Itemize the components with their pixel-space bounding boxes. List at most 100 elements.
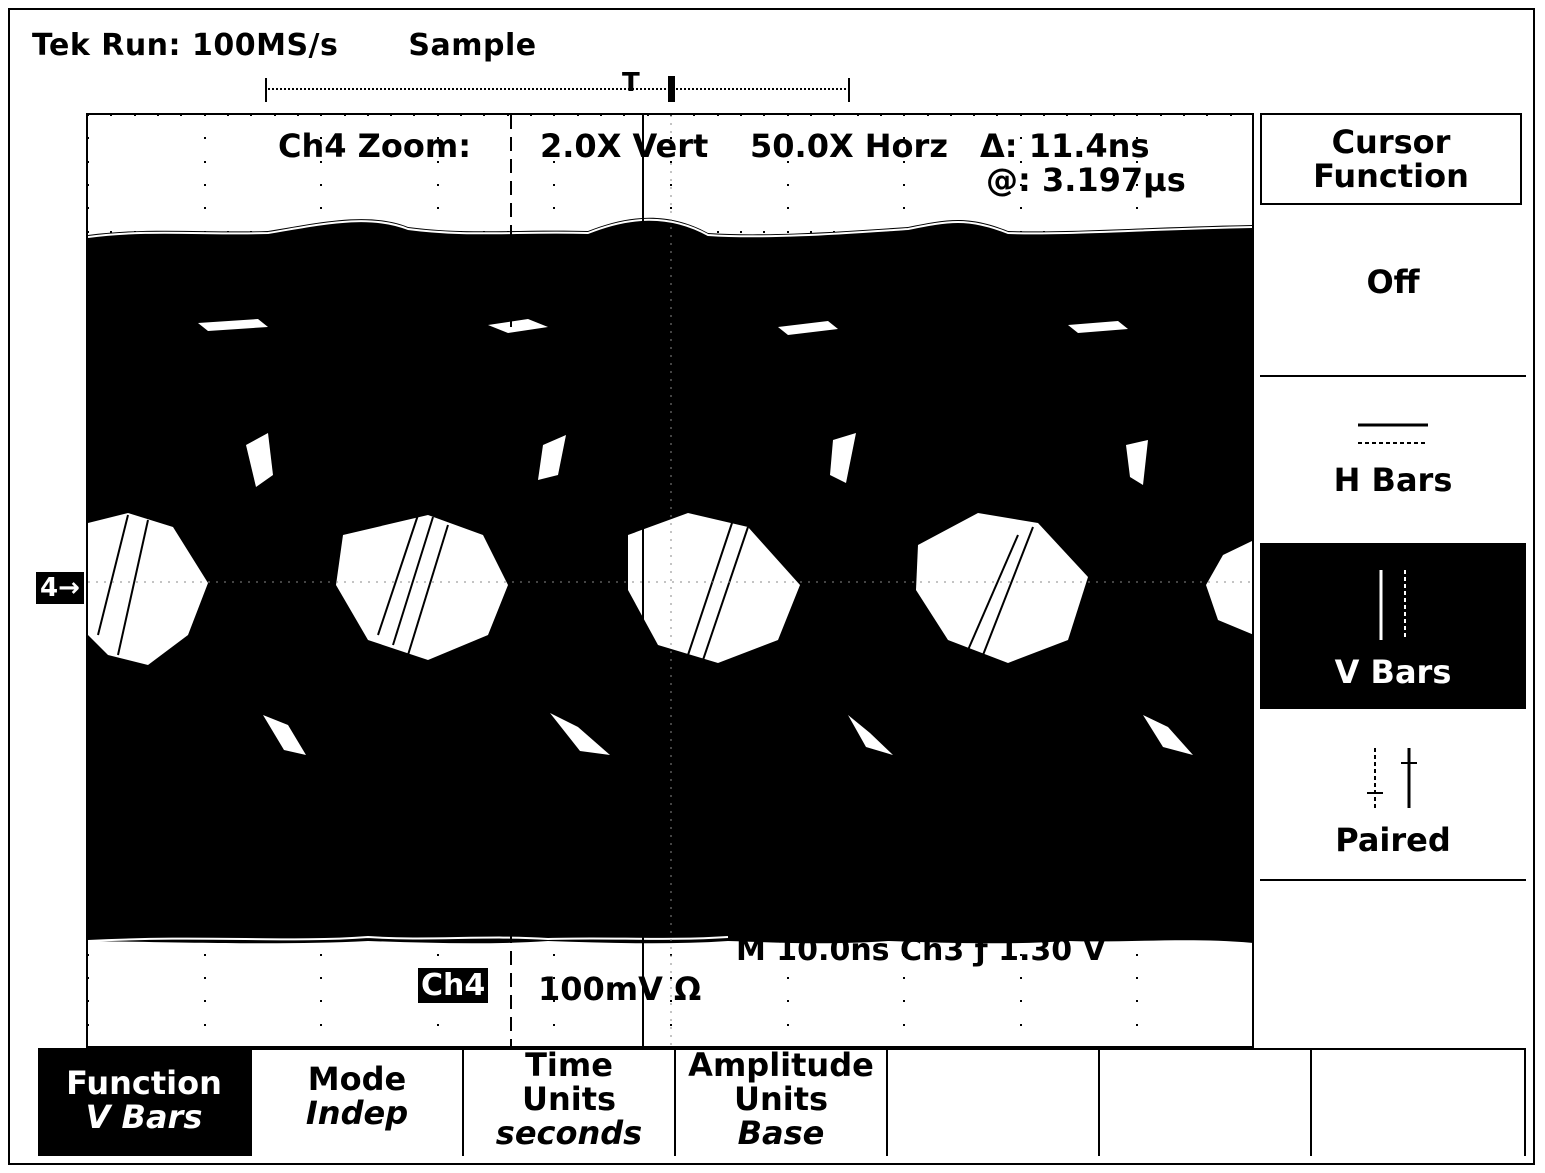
graticule-dot — [437, 184, 439, 186]
graticule-dot — [88, 207, 89, 209]
graticule-dot — [600, 115, 602, 116]
graticule-dot — [1253, 674, 1254, 676]
graticule-dot — [1020, 954, 1022, 956]
graticule-dot — [88, 231, 89, 233]
graticule-dot — [670, 184, 672, 186]
graticule-dot — [1253, 1024, 1254, 1026]
graticule-dot — [1253, 161, 1254, 163]
graticule-dot — [787, 115, 789, 116]
graticule-dot — [717, 115, 719, 116]
graticule-dot — [763, 115, 765, 116]
graticule-dot — [320, 1000, 322, 1002]
graticule-dot — [1043, 115, 1045, 116]
graticule-dot — [483, 115, 485, 116]
graticule-dot — [1253, 930, 1254, 932]
eye-trace-strands — [97, 514, 1034, 661]
channel-scale: 100mV Ω — [538, 970, 702, 1008]
graticule-dot — [787, 954, 789, 956]
graticule-dot — [810, 231, 812, 233]
menu-empty-5[interactable] — [886, 1048, 1098, 1156]
graticule-dot — [320, 1024, 322, 1026]
graticule-dot — [553, 161, 555, 163]
graticule-dot — [320, 161, 322, 163]
eye-openings — [88, 319, 1252, 755]
zoom-vertical: 2.0X Vert — [540, 127, 709, 165]
graticule-dot — [320, 137, 322, 139]
menu-mode[interactable]: Mode Indep — [250, 1048, 462, 1156]
screen-frame — [8, 8, 1535, 1165]
zoom-horizontal: 50.0X Horz — [750, 127, 948, 165]
graticule-dot — [204, 977, 206, 979]
menu-time-units[interactable]: Time Units seconds — [462, 1048, 674, 1156]
graticule-dot — [903, 977, 905, 979]
graticule-dot — [320, 954, 322, 956]
graticule-dot — [1206, 115, 1208, 116]
acquisition-status: Tek Run: 100MS/s Sample — [32, 28, 537, 63]
graticule-dot — [320, 115, 322, 116]
graticule-dot — [460, 115, 462, 116]
graticule-dot — [1020, 137, 1022, 139]
graticule-dot — [437, 207, 439, 209]
menu-amplitude-units[interactable]: Amplitude Units Base — [674, 1048, 886, 1156]
graticule-dot — [157, 115, 159, 116]
graticule-dot — [1253, 814, 1254, 816]
channel-ground-marker[interactable]: 4→ — [36, 572, 84, 604]
graticule-dot — [1136, 184, 1138, 186]
graticule-dot — [880, 115, 882, 116]
side-item-v-bars[interactable]: V Bars — [1260, 543, 1526, 709]
graticule-dot — [670, 1024, 672, 1026]
side-item-paired[interactable]: Paired — [1260, 743, 1526, 859]
graticule-dot — [1253, 464, 1254, 466]
paired-cursor-icon — [1367, 748, 1417, 808]
graticule-dot — [903, 1024, 905, 1026]
acquisition-mode: Sample — [408, 28, 537, 63]
graticule-dot — [1113, 115, 1115, 116]
graticule-dot — [670, 161, 672, 163]
graticule-dot — [763, 231, 765, 233]
graticule-dot — [1253, 184, 1254, 186]
graticule-dot — [88, 1000, 89, 1002]
graticule-dot — [857, 115, 859, 116]
graticule-dot — [227, 115, 229, 116]
graticule-dot — [437, 954, 439, 956]
menu-function[interactable]: Function V Bars — [38, 1048, 250, 1156]
graticule-dot — [670, 207, 672, 209]
graticule-dot — [1253, 394, 1254, 396]
graticule-dot — [903, 1000, 905, 1002]
menu-empty-6[interactable] — [1098, 1048, 1310, 1156]
graticule-dot — [670, 977, 672, 979]
graticule-dot — [950, 115, 952, 116]
graticule-dot — [787, 1024, 789, 1026]
graticule-dot — [1253, 954, 1254, 956]
graticule-dot — [1253, 627, 1254, 629]
graticule-dot — [973, 115, 975, 116]
graticule-dot — [717, 231, 719, 233]
graticule-dot — [553, 115, 555, 116]
menu-empty-7[interactable] — [1310, 1048, 1526, 1156]
graticule-dot — [996, 115, 998, 116]
graticule-dot — [670, 1000, 672, 1002]
graticule-dot — [553, 207, 555, 209]
graticule-dot — [204, 1024, 206, 1026]
side-item-off[interactable]: Off — [1366, 263, 1420, 301]
side-item-h-bars[interactable]: H Bars — [1260, 413, 1526, 533]
graticule-dot — [204, 137, 206, 139]
graticule-dot — [507, 115, 509, 116]
graticule-dot — [1090, 115, 1092, 116]
graticule-dot — [1160, 115, 1162, 116]
graticule-dot — [88, 977, 89, 979]
graticule-dot — [787, 1000, 789, 1002]
graticule-dot — [1253, 115, 1254, 116]
graticule-dot — [553, 954, 555, 956]
graticule-dot — [1253, 977, 1254, 979]
graticule-dot — [1253, 231, 1254, 233]
graticule-dot — [1136, 161, 1138, 163]
graticule-dot — [1253, 417, 1254, 419]
graticule-dot — [553, 1000, 555, 1002]
graticule-dot — [88, 1024, 89, 1026]
waveform-display: Ch4 Zoom: 2.0X Vert 50.0X Horz Δ: 11.4ns… — [86, 113, 1254, 1048]
graticule-dot — [1253, 137, 1254, 139]
graticule-dot — [833, 115, 835, 116]
graticule-dot — [1253, 324, 1254, 326]
graticule-dot — [367, 115, 369, 116]
